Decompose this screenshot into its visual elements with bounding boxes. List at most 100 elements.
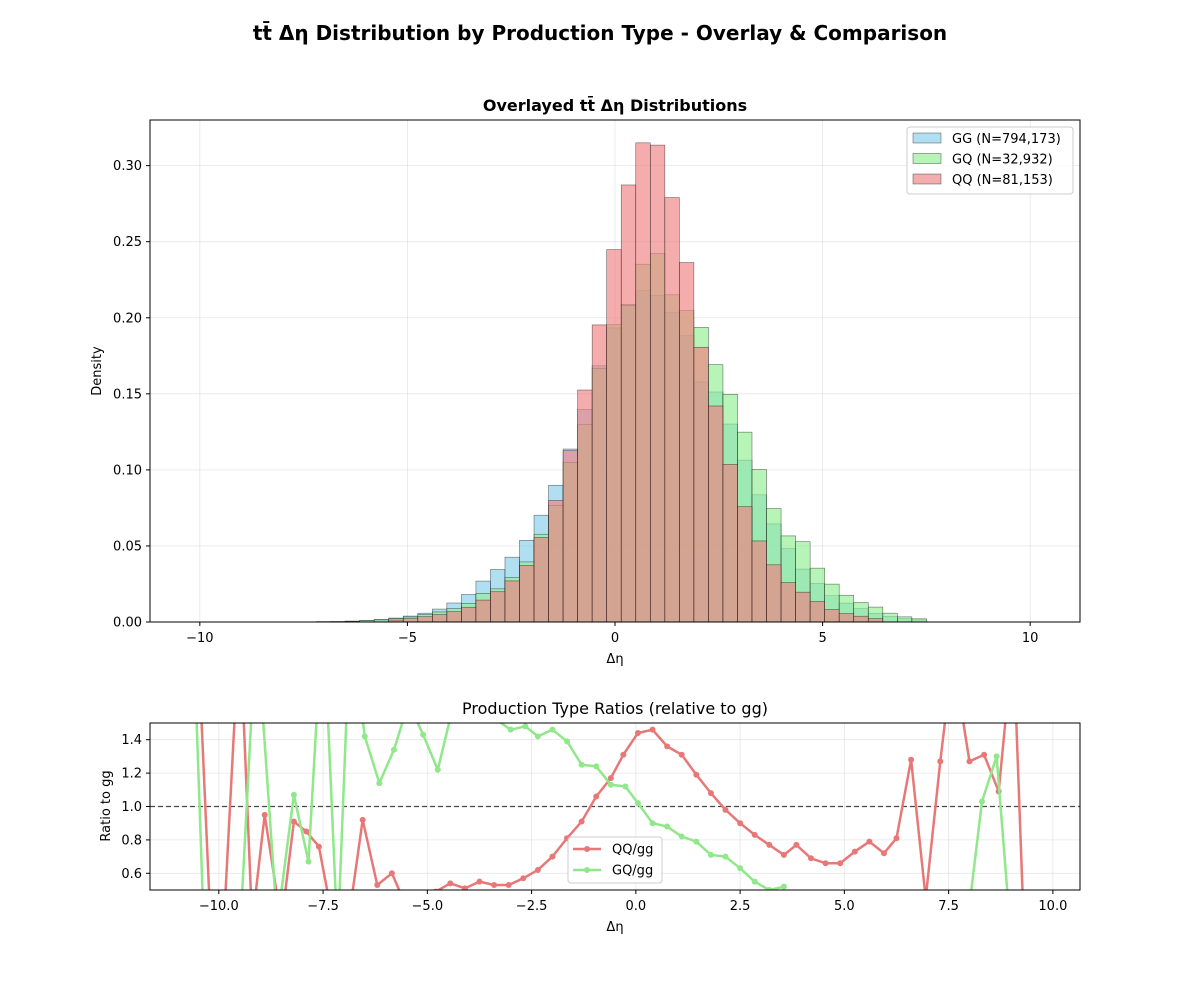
y-tick-label: 0.05 bbox=[113, 539, 142, 554]
bar bbox=[520, 565, 535, 622]
data-point bbox=[579, 819, 585, 825]
bar bbox=[549, 500, 564, 622]
data-point bbox=[937, 758, 943, 764]
data-point bbox=[781, 852, 787, 858]
data-point bbox=[723, 854, 729, 860]
y-tick-label: 0.8 bbox=[121, 833, 142, 848]
bar bbox=[563, 451, 578, 622]
data-point bbox=[966, 758, 972, 764]
data-point bbox=[535, 867, 541, 873]
y-tick-label: 0.30 bbox=[113, 159, 142, 174]
data-point bbox=[564, 738, 570, 744]
data-point bbox=[549, 854, 555, 860]
data-point bbox=[994, 753, 1000, 759]
y-tick-label: 1.4 bbox=[121, 733, 142, 748]
legend-marker-qq_line bbox=[584, 846, 590, 852]
data-point bbox=[635, 800, 641, 806]
data-point bbox=[679, 752, 685, 758]
data-point bbox=[374, 882, 380, 888]
bar bbox=[476, 600, 491, 622]
data-point bbox=[491, 882, 497, 888]
data-point bbox=[549, 727, 555, 733]
data-point bbox=[291, 792, 297, 798]
data-point bbox=[708, 852, 714, 858]
ratio-title: Production Type Ratios (relative to gg) bbox=[462, 699, 768, 718]
bar bbox=[665, 198, 680, 622]
data-point bbox=[766, 842, 772, 848]
data-point bbox=[752, 879, 758, 885]
bar bbox=[694, 347, 709, 622]
histogram-title: Overlayed tt̄ Δη Distributions bbox=[483, 95, 747, 115]
data-point bbox=[679, 834, 685, 840]
data-point bbox=[823, 860, 829, 866]
data-point bbox=[579, 762, 585, 768]
legend-label-gg: GG (N=794,173) bbox=[952, 132, 1061, 147]
bar bbox=[607, 250, 622, 622]
data-point bbox=[881, 850, 887, 856]
data-point bbox=[781, 884, 787, 890]
bar bbox=[592, 325, 607, 622]
data-point bbox=[608, 782, 614, 788]
legend-label-qq_line: QQ/gg bbox=[612, 843, 653, 858]
legend-marker-gq_line bbox=[584, 867, 590, 873]
y-tick-label: 0.6 bbox=[121, 867, 142, 882]
x-tick-label: 5 bbox=[818, 631, 826, 646]
data-point bbox=[793, 842, 799, 848]
bar bbox=[708, 406, 723, 622]
data-point bbox=[476, 879, 482, 885]
bar bbox=[868, 619, 883, 622]
bar bbox=[403, 619, 418, 622]
data-point bbox=[979, 798, 985, 804]
bar bbox=[767, 565, 782, 622]
bar bbox=[854, 616, 869, 622]
x-tick-label: 10 bbox=[1022, 631, 1039, 646]
x-tick-label: 7.5 bbox=[938, 899, 959, 914]
bar bbox=[432, 615, 447, 622]
data-point bbox=[520, 875, 526, 881]
bar bbox=[839, 614, 854, 622]
data-point bbox=[508, 727, 514, 733]
x-tick-label: −10 bbox=[186, 631, 213, 646]
data-point bbox=[664, 743, 670, 749]
bar bbox=[461, 607, 476, 622]
x-tick-label: 0 bbox=[611, 631, 619, 646]
data-point bbox=[389, 870, 395, 876]
bar bbox=[447, 612, 462, 622]
bar bbox=[723, 464, 738, 622]
bar bbox=[636, 143, 651, 622]
y-tick-label: 1.0 bbox=[121, 800, 142, 815]
x-tick-label: 10.0 bbox=[1038, 899, 1067, 914]
bar bbox=[650, 145, 665, 622]
data-point bbox=[522, 723, 528, 729]
data-point bbox=[708, 790, 714, 796]
data-point bbox=[535, 733, 541, 739]
data-point bbox=[650, 820, 656, 826]
data-point bbox=[360, 817, 366, 823]
data-point bbox=[693, 839, 699, 845]
ratio-xlabel: Δη bbox=[606, 920, 623, 935]
data-point bbox=[664, 824, 670, 830]
bar bbox=[621, 185, 636, 622]
data-point bbox=[737, 865, 743, 871]
x-tick-label: −5.0 bbox=[412, 899, 444, 914]
legend-label-qq: QQ (N=81,153) bbox=[952, 173, 1053, 188]
data-point bbox=[593, 793, 599, 799]
data-point bbox=[908, 757, 914, 763]
data-point bbox=[620, 752, 626, 758]
data-point bbox=[723, 807, 729, 813]
bar bbox=[679, 263, 694, 622]
data-point bbox=[391, 747, 397, 753]
x-tick-label: −7.5 bbox=[307, 899, 339, 914]
data-point bbox=[447, 880, 453, 886]
data-point bbox=[650, 727, 656, 733]
bar bbox=[578, 390, 593, 622]
histogram-ylabel: Density bbox=[90, 346, 105, 396]
data-point bbox=[866, 839, 872, 845]
data-point bbox=[435, 767, 441, 773]
data-point bbox=[693, 772, 699, 778]
bar bbox=[781, 583, 796, 622]
legend-swatch-qq bbox=[913, 174, 941, 184]
data-point bbox=[362, 733, 368, 739]
data-point bbox=[420, 732, 426, 738]
